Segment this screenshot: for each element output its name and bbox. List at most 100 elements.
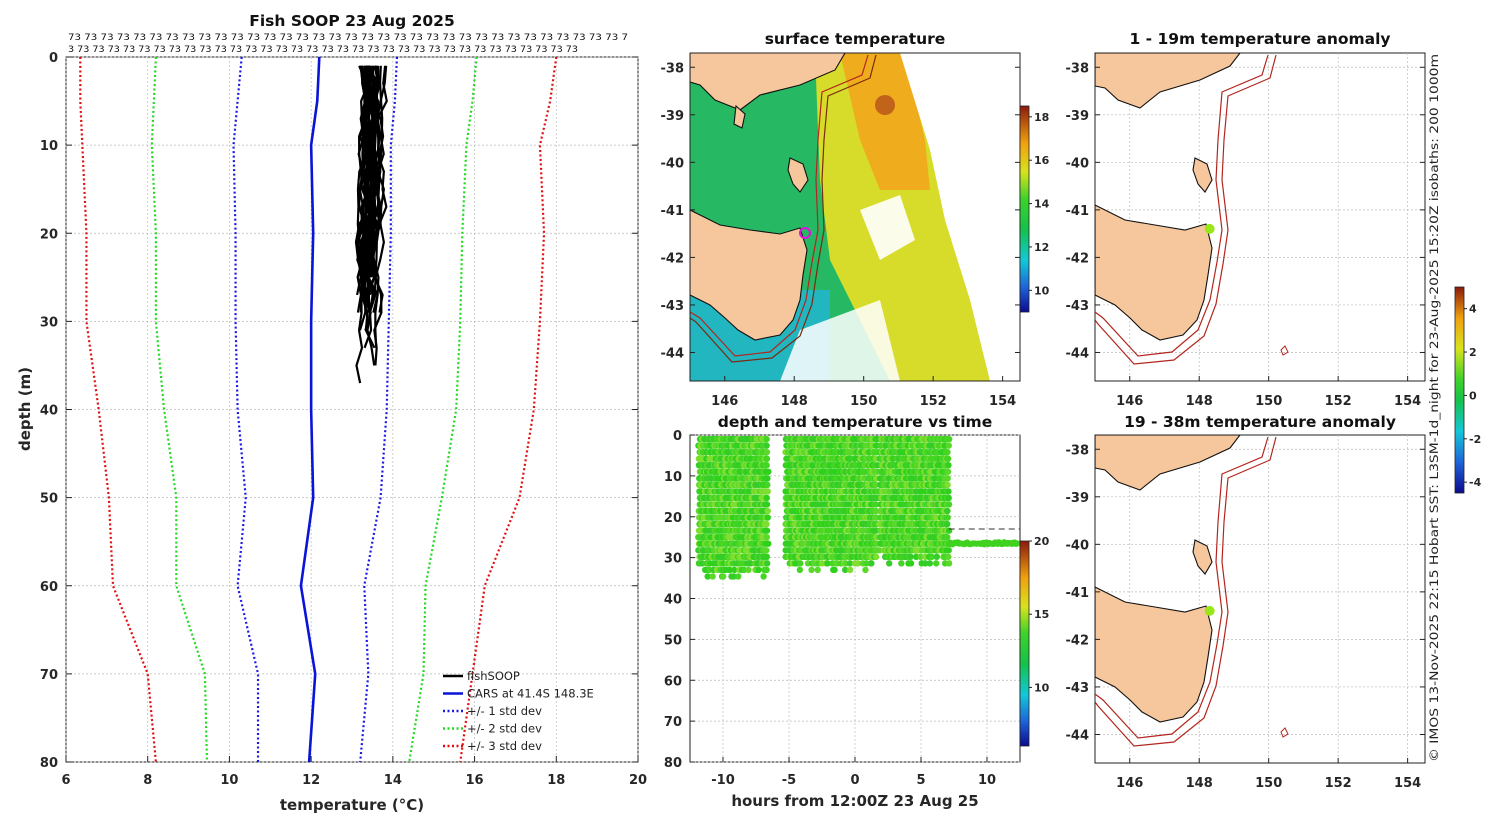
- dt-point: [945, 501, 953, 508]
- dt-point: [763, 442, 770, 449]
- map-xtick-label: 154: [989, 394, 1016, 409]
- dt-point: [862, 566, 869, 574]
- depth-time-ticks: -10 -5 0 5 10 0 10 20 30 40 50 60 70 80: [664, 429, 996, 788]
- dt-point: [944, 475, 951, 482]
- profile-xtick-label: 6: [61, 773, 70, 788]
- colorbar-tick-label: 15: [1034, 608, 1049, 621]
- profile-xtick-label: 18: [547, 773, 565, 788]
- sst-eddy: [875, 95, 895, 115]
- profile-grid: [65, 56, 639, 763]
- dt-point: [763, 501, 771, 508]
- dt-point: [944, 533, 951, 541]
- map-ytick-label: -40: [661, 156, 685, 171]
- dt-point: [726, 566, 734, 574]
- dt-xtick-label: -10: [711, 773, 735, 788]
- dt-point: [898, 560, 905, 567]
- map-ytick-label: -41: [661, 204, 685, 219]
- dt-point: [765, 540, 772, 547]
- dt-ytick-label: 30: [664, 552, 682, 567]
- fishsoop-cast: [360, 65, 375, 331]
- dt-point: [944, 514, 951, 521]
- dt-point: [797, 560, 804, 567]
- fishsoop-cast: [373, 65, 388, 366]
- profile-ytick-label: 80: [40, 756, 58, 771]
- colorbar-tick-label: 10: [1034, 284, 1050, 297]
- map-ytick-label: -39: [1066, 109, 1090, 124]
- map-ytick-label: -38: [1066, 61, 1090, 76]
- dt-point: [755, 566, 762, 574]
- dt-xtick-label: 5: [916, 773, 925, 788]
- dt-point: [928, 553, 935, 561]
- anomaly-19-38m-point: [1204, 605, 1215, 616]
- profile-xtick-label: 10: [220, 773, 238, 788]
- sst-cloud-east: [900, 53, 1020, 381]
- sst-station-marker: [799, 227, 811, 239]
- colorbar-tick-label: 18: [1034, 111, 1049, 124]
- profile-ticks: 6 8 10 12 14 16 18 20 0 10 20 30 40 50 60 70 80: [40, 51, 647, 788]
- map-ytick-label: -44: [661, 346, 685, 361]
- profile-series-line: [150, 56, 209, 763]
- dt-point: [763, 462, 770, 469]
- dt-point: [907, 553, 914, 561]
- depth-time-points: [695, 435, 1021, 580]
- dt-point: [944, 481, 951, 489]
- colorbar-tick-label: 0: [1469, 389, 1477, 402]
- anomaly-colorbar-ticks: -4 -2 0 2 4: [1464, 303, 1482, 489]
- dt-point: [824, 560, 831, 567]
- legend-label: +/- 1 std dev: [467, 704, 542, 718]
- fishsoop-cast: [365, 65, 380, 296]
- an1-isobath-200: [1095, 54, 1269, 357]
- dt-point: [907, 560, 915, 567]
- dt-point: [763, 533, 771, 541]
- map-ytick-label: -41: [1066, 204, 1090, 219]
- sst-mainland: [690, 53, 846, 111]
- profile-ytick-label: 50: [40, 492, 58, 507]
- sst-king-island: [733, 104, 746, 129]
- dt-point: [944, 468, 952, 475]
- colorbar-tick-label: 14: [1034, 198, 1050, 211]
- dt-ytick-label: 0: [673, 429, 682, 444]
- an1-tasmania: [1095, 204, 1213, 341]
- profile-ytick-label: 60: [40, 580, 58, 595]
- profile-ytick-label: 20: [40, 227, 58, 242]
- profile-ytick-label: 10: [40, 139, 58, 154]
- anomaly-19-38m-chart: 19 - 38m temperature anomaly 146 148 150 15…: [1066, 286, 1482, 791]
- dt-point: [944, 507, 951, 515]
- sst-map-ticks: 146 148 150 152 154 -38 -39 -40 -41 -42 -43 -44: [661, 61, 1020, 409]
- map-xtick-label: 146: [1116, 776, 1143, 791]
- dt-point: [763, 494, 770, 502]
- dt-xtick-label: 0: [850, 773, 859, 788]
- map-ytick-label: -44: [1066, 346, 1090, 361]
- map-xtick-label: 152: [1325, 776, 1352, 791]
- map-ytick-label: -39: [661, 109, 685, 124]
- anomaly-1-19m-title: 1 - 19m temperature anomaly: [1129, 30, 1390, 48]
- dt-point: [945, 488, 952, 495]
- map-xtick-label: 150: [1255, 394, 1282, 409]
- profile-xlabel-close: ): [417, 796, 424, 814]
- map-ytick-label: -40: [1066, 538, 1090, 553]
- dt-point: [854, 560, 862, 567]
- an2-seamount: [1280, 727, 1289, 738]
- dt-point: [763, 448, 771, 456]
- profile-ytick-label: 0: [49, 51, 58, 66]
- an2-flinders-island: [1192, 539, 1213, 575]
- dt-point: [763, 455, 771, 462]
- profile-series: [79, 56, 558, 763]
- map-ytick-label: -42: [1066, 251, 1090, 266]
- an1-flinders-island: [1192, 157, 1213, 193]
- dt-point: [926, 560, 934, 567]
- profile-xtick-label: 14: [384, 773, 402, 788]
- sst-colorbar-ticks: 10 12 14 16 18: [1029, 111, 1050, 297]
- profile-xtick-label: 20: [629, 773, 647, 788]
- anomaly-1-19m-chart: 1 - 19m temperature anomaly 146 148 150 152…: [1066, 30, 1426, 409]
- colorbar-tick-label: 12: [1034, 241, 1049, 254]
- anomaly-19-38m-ticks: 146 148 150 152 154 -38 -39 -40 -41 -42 -43 -44: [1066, 443, 1425, 791]
- map-xtick-label: 146: [1116, 394, 1143, 409]
- dt-point: [763, 553, 770, 561]
- profile-xlabel-unit: °C: [399, 796, 418, 814]
- an2-isobath-1000: [1095, 436, 1277, 747]
- map-ytick-label: -43: [1066, 299, 1090, 314]
- dt-point: [760, 573, 767, 580]
- dt-point: [745, 566, 752, 574]
- an1-mainland: [1095, 53, 1241, 109]
